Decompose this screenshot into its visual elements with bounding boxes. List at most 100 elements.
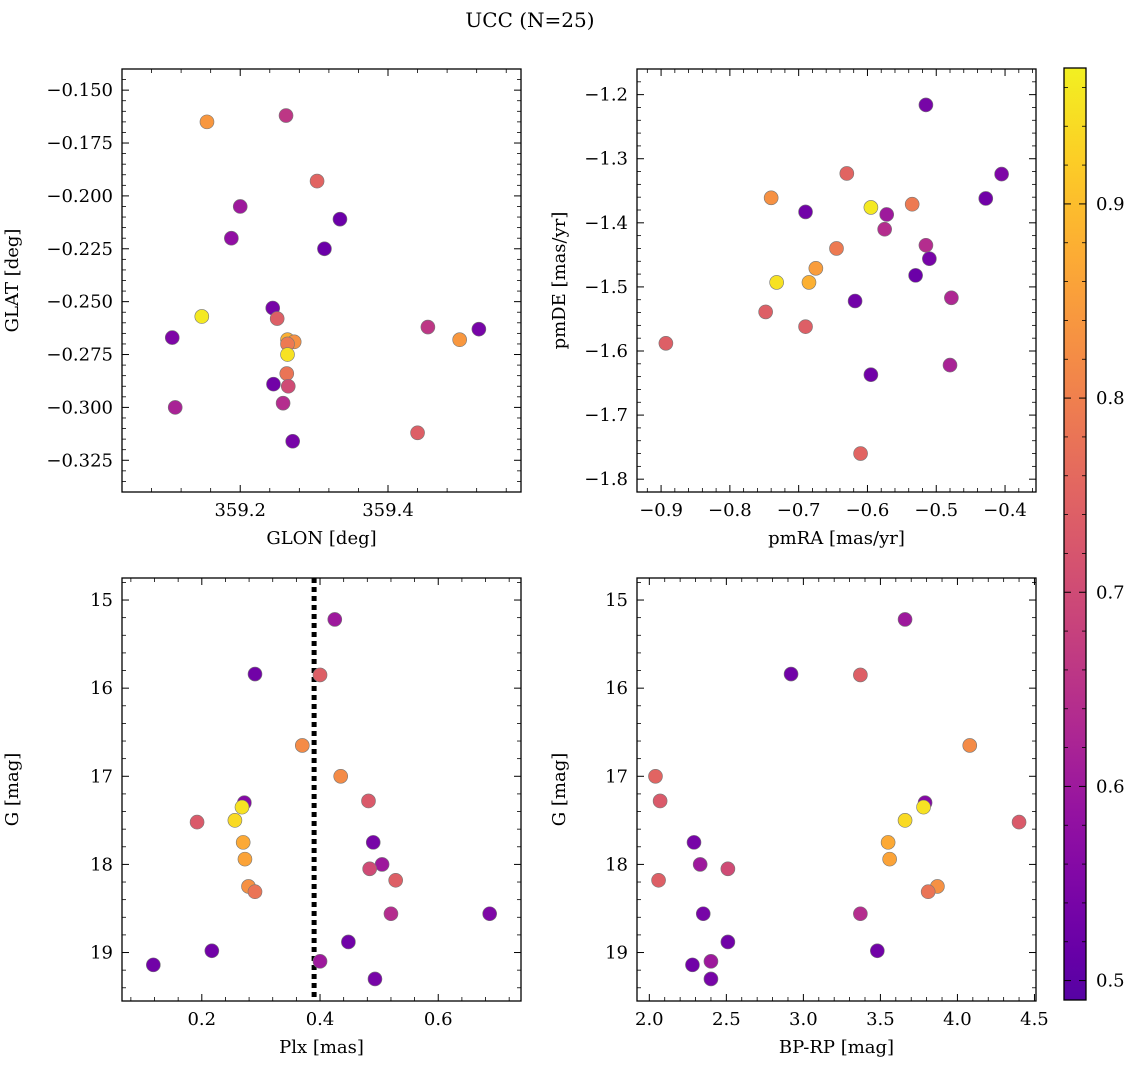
scatter-point xyxy=(882,851,897,867)
scatter-point xyxy=(285,433,300,449)
scatter-point xyxy=(897,612,913,627)
scatter-point xyxy=(877,221,892,237)
panel-4: 2.0 2.5 3.0 3.5 4.0 4.5 15 16 17 18 19 BP-RP [mag] G… xyxy=(549,577,1049,1058)
scatter-point xyxy=(758,304,773,320)
scatter-point xyxy=(333,768,349,784)
axes-frame xyxy=(636,68,1037,493)
scatter-point xyxy=(798,204,813,220)
colorbar-tick-label: 0.7 xyxy=(1096,582,1125,603)
scatter-point xyxy=(332,211,348,227)
scatter-point xyxy=(798,319,813,334)
scatter-points xyxy=(648,612,1027,987)
y-axis-label: G [mag] xyxy=(2,753,23,826)
scatter-point xyxy=(452,332,467,348)
x-tick-label: 0.6 xyxy=(424,1009,453,1030)
scatter-point xyxy=(652,793,668,809)
x-tick-label: 2.5 xyxy=(712,1009,741,1030)
scatter-point xyxy=(918,97,934,113)
scatter-point xyxy=(235,835,251,850)
colorbar-gradient xyxy=(1063,67,1087,1001)
scatter-point xyxy=(962,738,978,753)
scatter-point xyxy=(783,666,799,682)
x-axis-label: GLON [deg] xyxy=(266,528,376,549)
y-tick-label: −1.6 xyxy=(584,341,628,362)
y-tick-label: −0.175 xyxy=(46,133,113,154)
scatter-point xyxy=(317,241,332,257)
scatter-point xyxy=(994,166,1009,182)
scatter-point xyxy=(294,738,310,753)
x-tick-label: 359.4 xyxy=(362,500,414,521)
scatter-points xyxy=(164,108,487,449)
scatter-point xyxy=(863,200,879,215)
scatter-point xyxy=(918,237,934,253)
scatter-point xyxy=(374,857,390,872)
scatter-point xyxy=(199,114,215,130)
colorbar-tick-label: 0.5 xyxy=(1096,971,1125,992)
x-tick-label: −0.8 xyxy=(708,500,752,521)
scatter-point xyxy=(978,191,994,206)
y-tick-label: 16 xyxy=(90,678,113,699)
scatter-point xyxy=(279,366,295,381)
y-tick-label: −1.8 xyxy=(584,469,628,490)
x-axis-label: BP-RP [mag] xyxy=(779,1037,894,1058)
y-tick-label: −1.5 xyxy=(584,277,628,298)
scatter-point xyxy=(703,971,719,987)
scatter-point xyxy=(388,872,403,888)
scatter-point xyxy=(327,612,343,627)
y-axis-label: GLAT [deg] xyxy=(2,229,23,333)
scatter-points xyxy=(658,97,1009,461)
panel-3: 0.2 0.4 0.6 15 16 17 18 19 Plx [mas] G [mag] xyxy=(2,577,522,1058)
scatter-point xyxy=(247,884,263,900)
scatter-point xyxy=(482,906,497,922)
scatter-point xyxy=(769,275,784,290)
y-tick-label: −1.2 xyxy=(584,85,628,106)
scatter-point xyxy=(863,367,879,383)
scatter-point xyxy=(922,251,937,267)
scatter-point xyxy=(897,813,913,828)
scatter-point xyxy=(247,666,263,682)
scatter-point xyxy=(194,309,210,324)
x-tick-label: 3.5 xyxy=(866,1009,895,1030)
scatter-point xyxy=(944,290,959,306)
y-axis-label: pmDE [mas/yr] xyxy=(549,212,570,350)
scatter-point xyxy=(361,793,376,809)
y-tick-label: −1.4 xyxy=(584,213,628,234)
panels: 359.2 359.4 −0.325 −0.300 −0.275 −0.250 −0.225… xyxy=(2,68,1049,1058)
scatter-point xyxy=(648,768,663,784)
y-tick-label: −0.150 xyxy=(46,80,113,101)
scatter-point xyxy=(367,971,383,987)
y-axis-label: G [mag] xyxy=(549,753,570,826)
scatter-point xyxy=(204,943,220,959)
x-tick-label: 3.0 xyxy=(789,1009,818,1030)
scatter-point xyxy=(942,357,958,373)
scatter-point xyxy=(916,799,931,815)
scatter-point xyxy=(167,400,183,415)
x-axis-label: Plx [mas] xyxy=(279,1037,364,1058)
x-tick-label: 359.2 xyxy=(214,500,266,521)
scatter-point xyxy=(808,261,824,276)
scatter-point xyxy=(695,906,711,922)
x-axis-label: pmRA [mas/yr] xyxy=(768,528,905,549)
scatter-point xyxy=(829,241,844,256)
scatter-point xyxy=(870,943,885,959)
scatter-point xyxy=(312,954,328,969)
colorbar: 0.5 0.6 0.7 0.8 0.9 xyxy=(1063,67,1125,1001)
scatter-point xyxy=(365,835,381,850)
scatter-point xyxy=(908,268,923,283)
scatter-point xyxy=(164,330,180,345)
axes-frame xyxy=(121,68,522,493)
panel-1: 359.2 359.4 −0.325 −0.300 −0.275 −0.250 −0.225… xyxy=(2,68,522,549)
y-tick-label: −1.3 xyxy=(584,149,628,170)
scatter-point xyxy=(362,861,377,877)
y-tick-label: −0.250 xyxy=(46,292,113,313)
scatter-point xyxy=(189,814,205,830)
y-tick-label: −0.300 xyxy=(46,397,113,418)
x-tick-label: 0.4 xyxy=(306,1009,335,1030)
scatter-point xyxy=(1011,814,1027,830)
scatter-point xyxy=(686,835,702,850)
scatter-point xyxy=(904,196,920,212)
colorbar-tick-label: 0.9 xyxy=(1096,194,1125,215)
scatter-point xyxy=(703,954,719,969)
figure-title: UCC (N=25) xyxy=(465,8,594,32)
colorbar-tick-label: 0.8 xyxy=(1096,388,1125,409)
